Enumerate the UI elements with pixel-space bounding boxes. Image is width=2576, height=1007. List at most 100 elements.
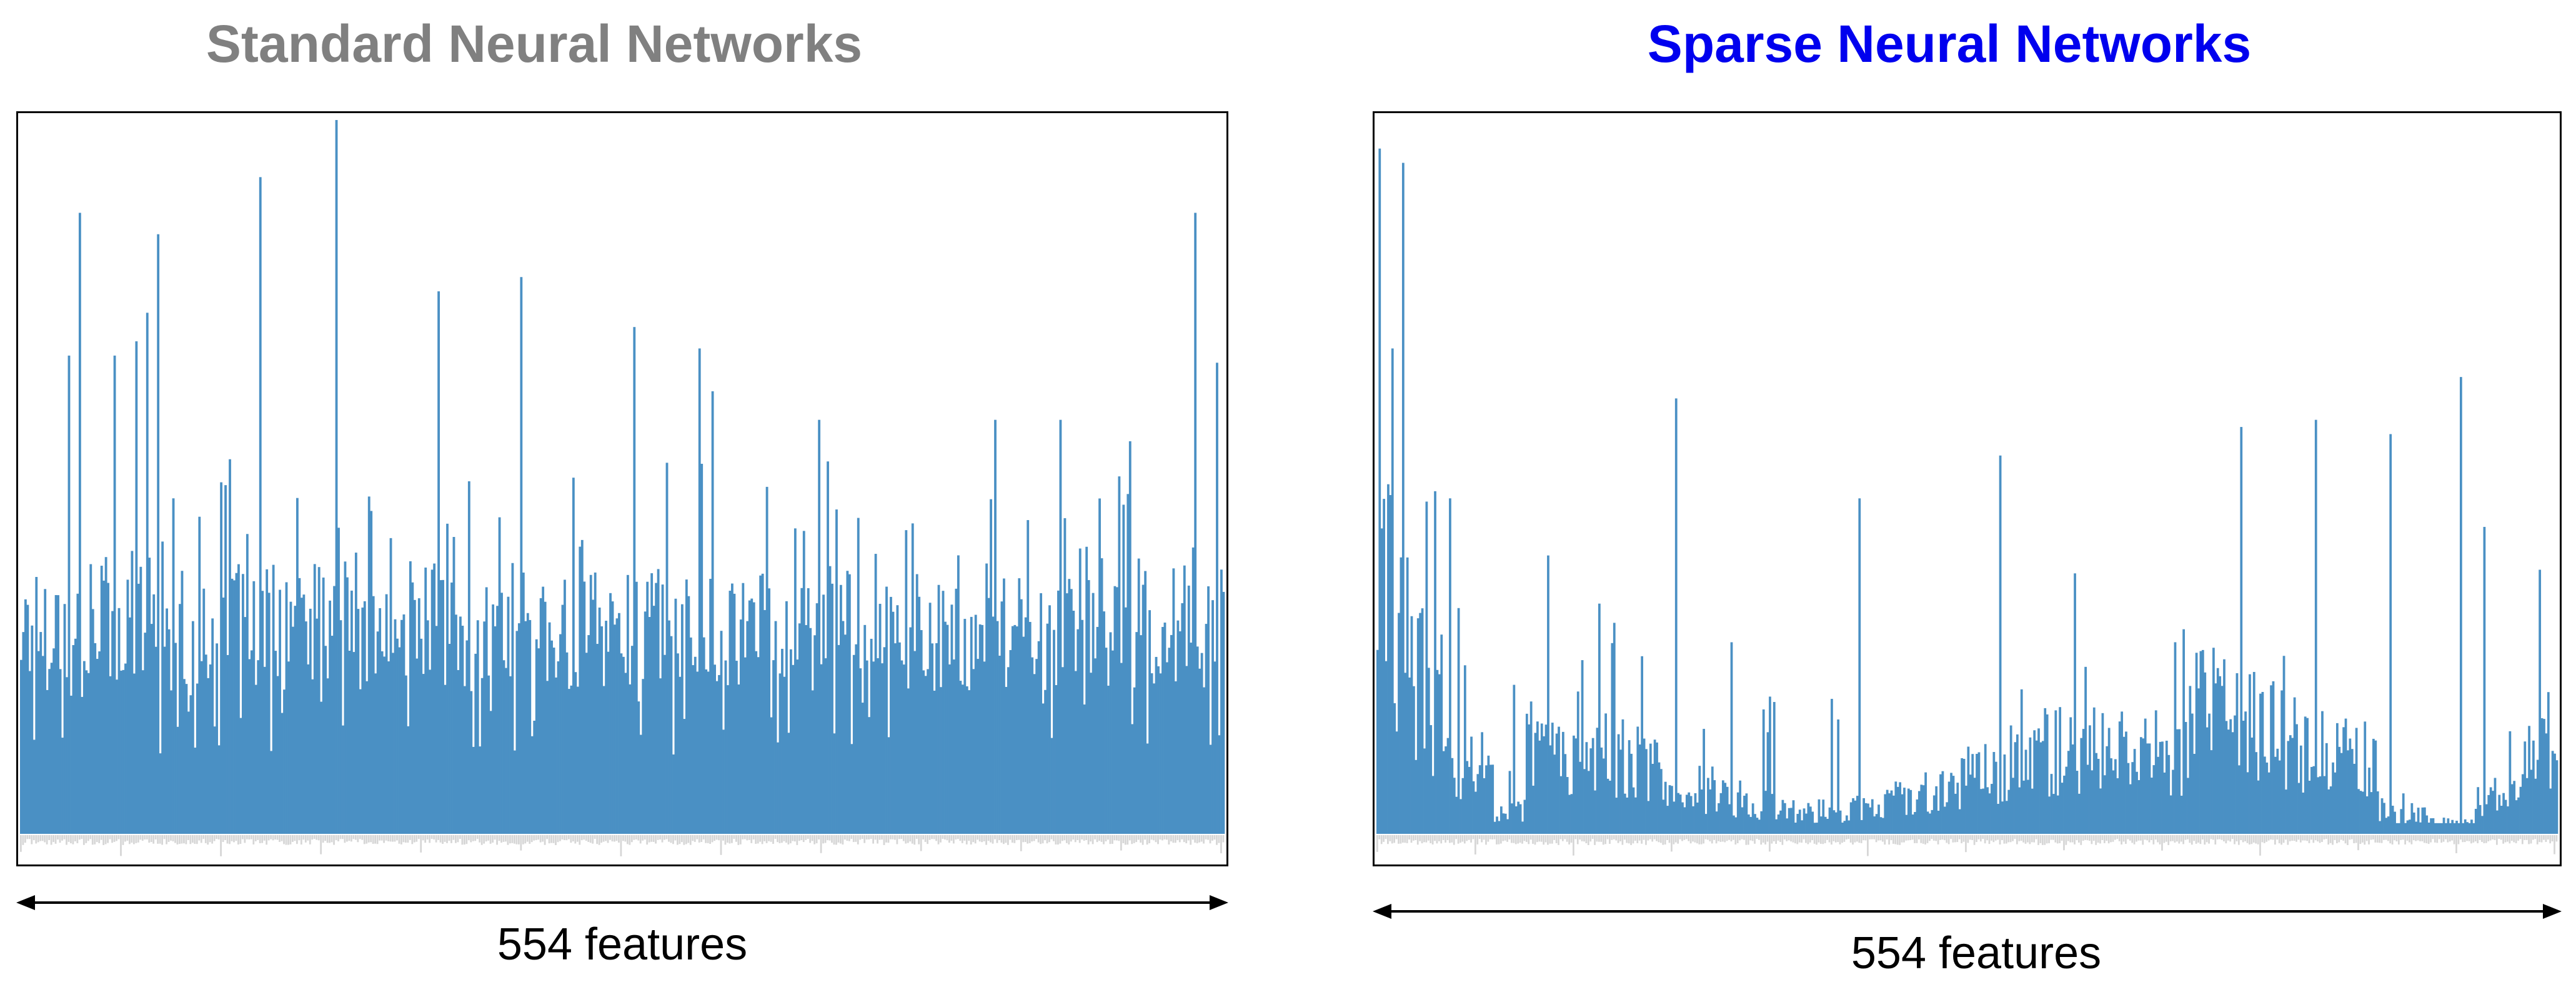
feature-tick bbox=[1566, 835, 1568, 842]
feature-bar bbox=[1191, 547, 1195, 834]
feature-tick bbox=[1685, 835, 1688, 839]
feature-tick bbox=[2225, 835, 2227, 844]
feature-bar bbox=[2350, 749, 2354, 834]
feature-bar bbox=[350, 590, 353, 834]
feature-tick bbox=[1024, 835, 1027, 843]
feature-bar bbox=[1148, 610, 1151, 834]
feature-tick bbox=[1749, 835, 1752, 841]
feature-tick bbox=[189, 835, 192, 844]
feature-tick bbox=[1932, 835, 1935, 841]
feature-tick bbox=[1502, 835, 1504, 841]
feature-tick bbox=[650, 835, 653, 842]
feature-tick bbox=[2167, 835, 2170, 845]
feature-bar bbox=[1393, 703, 1396, 834]
feature-tick bbox=[1553, 835, 1556, 840]
feature-tick bbox=[1150, 835, 1153, 840]
feature-tick bbox=[555, 835, 557, 845]
feature-bar bbox=[1046, 623, 1049, 834]
feature-bar bbox=[965, 686, 968, 834]
feature-bar bbox=[1440, 634, 1443, 834]
feature-tick bbox=[500, 835, 502, 843]
feature-bar bbox=[1415, 759, 1418, 834]
feature-bar bbox=[1822, 799, 1825, 834]
feature-tick bbox=[492, 835, 494, 843]
feature-bar bbox=[1860, 819, 1863, 834]
feature-tick bbox=[2427, 835, 2430, 844]
feature-tick bbox=[750, 835, 753, 843]
feature-bar bbox=[1549, 745, 1552, 834]
feature-tick bbox=[580, 835, 583, 841]
feature-bar bbox=[2274, 756, 2277, 834]
feature-bar bbox=[664, 654, 666, 834]
feature-bar bbox=[1758, 819, 1761, 834]
feature-tick bbox=[548, 835, 550, 844]
feature-tick bbox=[2370, 835, 2372, 840]
feature-tick bbox=[22, 835, 24, 845]
feature-bar bbox=[1890, 790, 1893, 834]
feature-tick bbox=[2457, 835, 2460, 844]
feature-tick bbox=[557, 835, 559, 843]
feature-tick bbox=[2310, 835, 2312, 840]
feature-bar bbox=[1209, 744, 1212, 834]
feature-tick bbox=[637, 835, 640, 841]
feature-bar bbox=[2287, 741, 2290, 834]
feature-tick bbox=[498, 835, 500, 841]
feature-bar bbox=[789, 649, 792, 834]
feature-bar bbox=[1105, 648, 1108, 834]
feature-bar bbox=[63, 604, 66, 834]
feature-tick bbox=[2347, 835, 2349, 845]
feature-bar bbox=[1587, 771, 1590, 834]
feature-bar bbox=[2517, 797, 2520, 834]
feature-tick bbox=[1453, 835, 1455, 845]
feature-tick bbox=[513, 835, 515, 844]
feature-tick bbox=[1871, 835, 1873, 839]
feature-tick bbox=[2383, 835, 2385, 840]
feature-tick bbox=[985, 835, 987, 845]
feature-bar bbox=[231, 578, 234, 834]
feature-tick bbox=[661, 835, 664, 843]
feature-bar bbox=[646, 581, 649, 834]
feature-bar bbox=[996, 621, 999, 834]
feature-bar bbox=[2453, 823, 2456, 834]
feature-tick bbox=[307, 835, 309, 841]
feature-bar bbox=[498, 517, 501, 834]
feature-bar bbox=[2528, 726, 2530, 834]
feature-bar bbox=[76, 593, 79, 834]
feature-tick bbox=[2485, 835, 2487, 843]
feature-tick bbox=[1777, 835, 1779, 841]
feature-bar bbox=[1378, 148, 1381, 834]
feature-tick bbox=[1677, 835, 1679, 844]
feature-bar bbox=[1513, 684, 1516, 834]
feature-tick bbox=[2069, 835, 2072, 843]
feature-bar bbox=[313, 564, 316, 834]
feature-tick bbox=[2517, 835, 2519, 841]
feature-tick bbox=[1786, 835, 1788, 841]
feature-bar bbox=[2063, 775, 2066, 834]
feature-bar bbox=[1159, 673, 1162, 834]
feature-tick bbox=[614, 835, 615, 842]
feature-bar bbox=[1924, 772, 1927, 834]
feature-tick bbox=[1952, 835, 1954, 843]
feature-tick bbox=[1849, 835, 1852, 843]
feature-bar bbox=[1115, 587, 1118, 834]
feature-bar bbox=[998, 655, 1001, 834]
feature-bar bbox=[2438, 823, 2441, 834]
feature-tick bbox=[1461, 835, 1464, 842]
feature-tick bbox=[1126, 835, 1129, 845]
feature-tick bbox=[2496, 835, 2498, 845]
feature-bar bbox=[2234, 715, 2236, 834]
feature-bar bbox=[489, 711, 492, 834]
feature-tick bbox=[1833, 835, 1835, 841]
feature-tick bbox=[333, 835, 335, 845]
feature-tick bbox=[1499, 835, 1502, 844]
feature-bar bbox=[1973, 778, 1976, 834]
feature-tick bbox=[1081, 835, 1083, 839]
feature-bar bbox=[2323, 776, 2326, 834]
feature-tick bbox=[163, 835, 166, 839]
feature-tick bbox=[1596, 835, 1598, 842]
feature-tick bbox=[235, 835, 237, 841]
feature-tick bbox=[96, 835, 98, 843]
feature-bar bbox=[1445, 746, 1447, 834]
feature-tick bbox=[1613, 835, 1615, 839]
feature-tick bbox=[1879, 835, 1882, 841]
